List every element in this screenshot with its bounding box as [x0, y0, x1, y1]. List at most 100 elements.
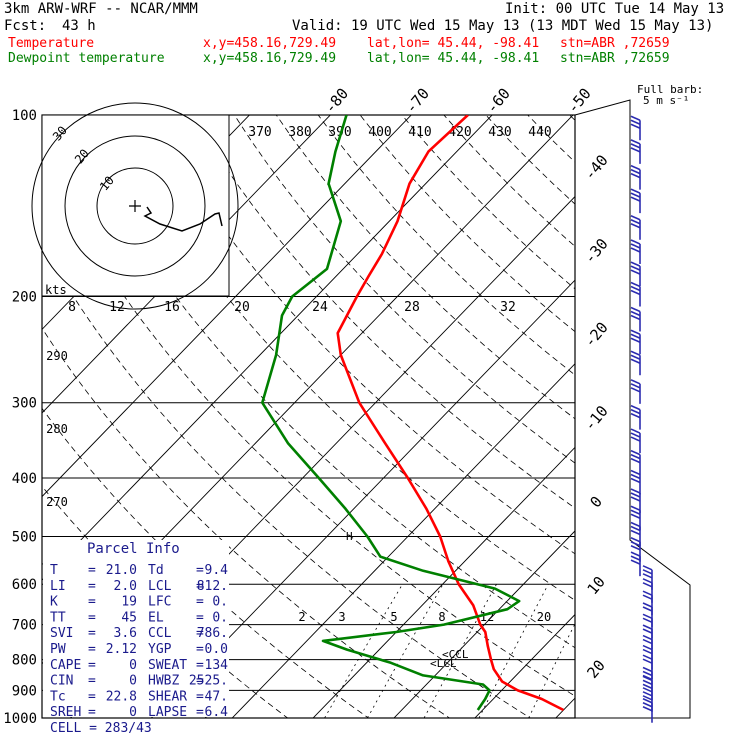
- wind-barb-flag: [642, 674, 653, 681]
- wind-barb-flag: [642, 582, 653, 588]
- temperature-legend: Temperature: [8, 36, 95, 51]
- wind-barb-flag: [630, 383, 641, 389]
- parcel-right-eq: =: [196, 579, 204, 594]
- forecast-hours: 43 h: [62, 18, 96, 34]
- wind-barb-flag: [630, 329, 641, 335]
- wind-barb-flag: [642, 602, 653, 608]
- temperature-tick-label: -50: [564, 85, 595, 117]
- wind-barb-flag: [630, 457, 641, 464]
- parcel-right-key: SWEAT: [148, 658, 187, 673]
- parcel-left-eq: =: [88, 689, 96, 704]
- parcel-left-key: K: [50, 595, 58, 610]
- isotherm-line: [312, 446, 575, 718]
- wind-barb: [630, 281, 641, 307]
- wind-barb-flag: [630, 261, 641, 267]
- hodograph-ring: [96, 167, 174, 245]
- dewpoint-legend: Dewpoint temperature: [8, 51, 165, 66]
- wind-barb-flag: [630, 496, 641, 502]
- dry-adiabat-line: [485, 115, 575, 205]
- plot-frame: [41, 114, 576, 719]
- parcel-left-eq: =: [88, 626, 96, 641]
- wind-barb-flag: [642, 697, 653, 704]
- pressure-tick-label: 300: [12, 396, 37, 412]
- parcel-left-key: Tc: [50, 689, 66, 704]
- wind-barb-flag: [630, 281, 641, 288]
- parcel-left-key: LI: [50, 579, 66, 594]
- parcel-left-key: PW: [50, 642, 66, 657]
- speed-scale-label: 32: [500, 300, 516, 315]
- wind-barb-flag: [630, 192, 641, 198]
- thetae-label: 430: [488, 125, 511, 140]
- parcel-left-value: 21.0: [106, 563, 137, 578]
- wind-barb-flag: [630, 306, 641, 313]
- temperature-tick-label: -20: [581, 319, 612, 351]
- parcel-left-value: 3.6: [114, 626, 137, 641]
- thetae-label: 380: [288, 125, 311, 140]
- lcl-annotation: <LCL: [430, 657, 457, 670]
- mixing-ratio-label: 20: [537, 610, 551, 624]
- pressure-tick-label: 700: [12, 618, 37, 634]
- wind-barb-flag: [630, 492, 641, 498]
- wind-barb-flag: [630, 559, 641, 565]
- parcel-right-key: EL: [148, 610, 164, 625]
- temperature-tick-label: -60: [483, 85, 514, 117]
- wind-barb-flag: [642, 654, 653, 660]
- wind-barb-flag: [630, 354, 641, 360]
- temperature-tick-label: 20: [583, 656, 608, 681]
- dry-adiabat-line: [108, 115, 575, 601]
- parcel-right-value: 786.: [197, 626, 228, 641]
- mixing-ratio-label: 3: [338, 610, 345, 624]
- mixing-ratio-line: [367, 584, 444, 718]
- wind-barb-flag: [630, 285, 641, 292]
- isotherm-line: [624, 102, 740, 731]
- wind-barb-flag: [642, 624, 653, 630]
- dry-adiabat-line: [695, 115, 740, 731]
- wind-barb-flag: [630, 172, 641, 179]
- wind-barb: [630, 215, 641, 240]
- wind-barb-flag: [630, 119, 641, 125]
- wind-barb-flag: [630, 350, 641, 356]
- wind-legend-title: Full barb:: [637, 83, 703, 96]
- height-marker: H: [346, 530, 353, 543]
- speed-scale-label: 28: [404, 300, 420, 315]
- wind-barb: [630, 404, 641, 430]
- parcel-right-value: 47.: [205, 689, 228, 704]
- isotherm-line: [42, 115, 493, 581]
- hodograph-unit-label: kts: [45, 283, 67, 297]
- dewpoint-profile-line: [261, 115, 521, 711]
- isotherm-line: [705, 102, 740, 731]
- wind-barb-flag: [630, 387, 641, 393]
- dry-adiabat-line: [612, 115, 740, 731]
- wind-barb-flag: [630, 188, 641, 194]
- wind-barb-flag: [630, 449, 641, 456]
- hodograph-trace: [143, 206, 223, 232]
- isotherm-line: [555, 697, 575, 718]
- wind-barb-flag: [642, 638, 653, 645]
- wind-barb-flag: [642, 569, 653, 575]
- parcel-right-eq: =: [196, 626, 204, 641]
- speed-scale-label: 20: [234, 300, 250, 315]
- wind-barb-flag: [630, 164, 641, 171]
- parcel-info-title: Parcel Info: [87, 541, 180, 557]
- wind-barb: [630, 239, 641, 264]
- wind-barb: [630, 551, 641, 577]
- wind-barb-flag: [642, 606, 653, 612]
- wind-barb-flag: [630, 488, 641, 494]
- wind-barb: [630, 261, 641, 287]
- parcel-left-key: TT: [50, 610, 66, 625]
- wind-barb-flag: [642, 701, 653, 708]
- wind-barb-flag: [630, 505, 641, 512]
- wind-barb-flag: [642, 644, 653, 651]
- wind-barb-flag: [642, 670, 653, 677]
- parcel-right-eq: =: [196, 689, 204, 704]
- wind-barb-flag: [630, 289, 641, 296]
- dry-adiabat-line: [401, 115, 575, 290]
- wind-barb-flag: [630, 139, 641, 145]
- parcel-left-eq: =: [88, 642, 96, 657]
- wind-barb-flag: [630, 265, 641, 271]
- wind-barb: [630, 164, 641, 190]
- temperature-tick-label: -70: [402, 85, 433, 117]
- wind-barb-flag: [630, 115, 641, 121]
- wind-barb-flag: [642, 691, 653, 697]
- dry-adiabat-line: [317, 115, 575, 376]
